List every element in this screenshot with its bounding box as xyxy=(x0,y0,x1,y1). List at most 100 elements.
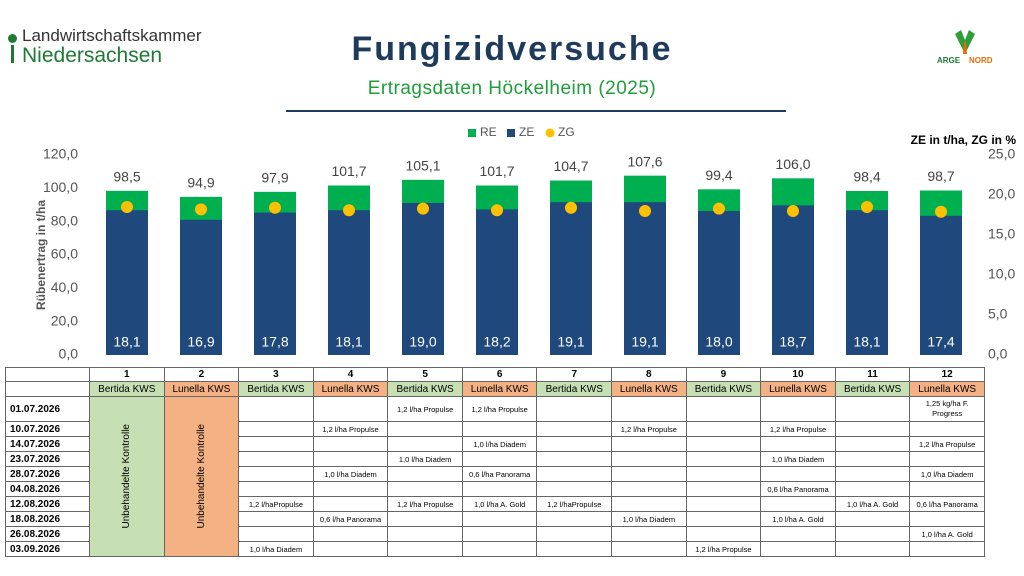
treatment xyxy=(834,511,911,527)
variety: Lunella KWS xyxy=(312,381,389,397)
treatment xyxy=(760,396,836,422)
variety: Bertida KWS xyxy=(685,381,762,397)
treatment xyxy=(611,466,687,482)
y-tick-label: 60,0 xyxy=(51,246,78,262)
bar xyxy=(698,211,740,355)
bar xyxy=(106,210,148,355)
logo-text: Niedersachsen xyxy=(22,44,163,67)
treatment: 0,6 l/ha Panorama xyxy=(312,511,389,527)
data-label: 18,1 xyxy=(113,334,140,350)
bar xyxy=(476,209,518,355)
table-row: 1 2 3 4 5 6 7 8 9 10 11 12 xyxy=(5,367,985,382)
treatment xyxy=(611,526,687,542)
variety: Bertida KWS xyxy=(387,381,463,397)
treatment xyxy=(760,541,836,557)
treatment xyxy=(387,526,463,542)
bar xyxy=(180,219,222,355)
treatment xyxy=(461,526,538,542)
variety: Bertida KWS xyxy=(536,381,613,397)
treatment xyxy=(536,436,613,452)
partner-text: ARGE xyxy=(937,56,961,65)
point xyxy=(639,205,651,217)
variety: Lunella KWS xyxy=(909,381,985,397)
point xyxy=(713,202,725,215)
bar xyxy=(550,202,592,355)
variety: Bertida KWS xyxy=(834,381,911,397)
point xyxy=(343,204,355,217)
table-row: 03.09.2026 1,0 l/ha Diadem 1,2 l/ha Propul… xyxy=(5,541,985,557)
treatment xyxy=(834,541,911,557)
treatment xyxy=(760,496,836,512)
treatment xyxy=(536,541,613,557)
column-number: 12 xyxy=(909,367,985,382)
date: 10.07.2026 xyxy=(5,421,90,437)
treatment xyxy=(238,396,314,422)
treatment xyxy=(611,396,687,422)
date: 23.07.2026 xyxy=(5,451,90,467)
treatment: 1,0 l/ha Diadem xyxy=(909,466,985,482)
data-label: 18,0 xyxy=(705,334,732,350)
treatment: 1,0 l/ha Diadem xyxy=(760,451,836,467)
bar xyxy=(624,202,666,355)
column-number: 9 xyxy=(685,367,762,382)
logo: Landwirtschaftskammer Niedersachsen xyxy=(8,26,202,66)
treatment xyxy=(834,466,911,482)
treatment xyxy=(536,526,613,542)
y2-axis-label: ZE in t/ha, ZG in % xyxy=(911,133,1017,147)
data-label: 98,5 xyxy=(113,169,140,185)
subtitle: Ertragsdaten Höckelheim (2025) xyxy=(367,78,657,99)
treatment: 1,0 l/ha A. Gold xyxy=(461,496,538,512)
chart: Rübenertrag in t/ha ZE in t/ha, ZG in % … xyxy=(34,125,1017,362)
variety: Lunella KWS xyxy=(760,381,836,397)
treatment: 1,2 l/ha Propulse xyxy=(312,421,389,437)
data-label: 107,6 xyxy=(627,153,662,169)
treatment: 1,2 l/ha Propulse xyxy=(760,421,836,437)
table-row: 28.07.2026 1,0 l/ha Diadem 0,6 l/ha Panora… xyxy=(5,466,985,482)
column-number: 3 xyxy=(238,367,314,382)
y2-tick-label: 25,0 xyxy=(988,146,1015,162)
treatment: 1,0 l/ha Diadem xyxy=(387,451,463,467)
treatment: 1,2 l/ha Propulse xyxy=(685,541,762,557)
treatment xyxy=(536,481,613,497)
treatment xyxy=(312,396,389,422)
column-number: 4 xyxy=(312,367,389,382)
treatment: 1,2 l/haPropulse xyxy=(536,496,613,512)
treatment xyxy=(685,481,762,497)
y-tick-label: 80,0 xyxy=(51,212,78,228)
data-label: 101,7 xyxy=(331,163,366,179)
bar xyxy=(920,215,962,355)
bar xyxy=(846,210,888,355)
treatment: 0,6 l/ha Panorama xyxy=(909,496,985,512)
treatment xyxy=(834,451,911,467)
variety: Lunella KWS xyxy=(461,381,538,397)
treatment xyxy=(387,511,463,527)
bar xyxy=(254,212,296,355)
treatment xyxy=(909,541,985,557)
treatment: 1,0 l/ha Diadem xyxy=(461,436,538,452)
treatment xyxy=(834,396,911,422)
treatment xyxy=(536,451,613,467)
legend-marker xyxy=(507,129,515,137)
bar xyxy=(402,203,444,355)
legend-label: RE xyxy=(480,125,497,139)
treatment: 1,2 l/ha Propulse xyxy=(387,496,463,512)
treatment xyxy=(685,396,762,422)
data-label: 98,4 xyxy=(853,169,880,185)
treatment xyxy=(238,526,314,542)
divider xyxy=(286,110,786,112)
treatment: 1,2 l/ha Propulse xyxy=(461,396,538,422)
treatment: 0,6 l/ha Panorama xyxy=(760,481,836,497)
column-number: 6 xyxy=(461,367,538,382)
date: 14.07.2026 xyxy=(5,436,90,452)
y2-tick-label: 20,0 xyxy=(988,186,1015,202)
point xyxy=(565,201,577,214)
y-tick-label: 20,0 xyxy=(51,312,78,328)
control-cell: Unbehandelte Kontrolle xyxy=(89,396,165,557)
treatment: 1,25 kg/ha F. Progress xyxy=(909,396,985,422)
treatment xyxy=(685,526,762,542)
treatment: 1,0 l/ha A. Gold xyxy=(834,496,911,512)
treatment xyxy=(611,436,687,452)
treatment xyxy=(387,436,463,452)
